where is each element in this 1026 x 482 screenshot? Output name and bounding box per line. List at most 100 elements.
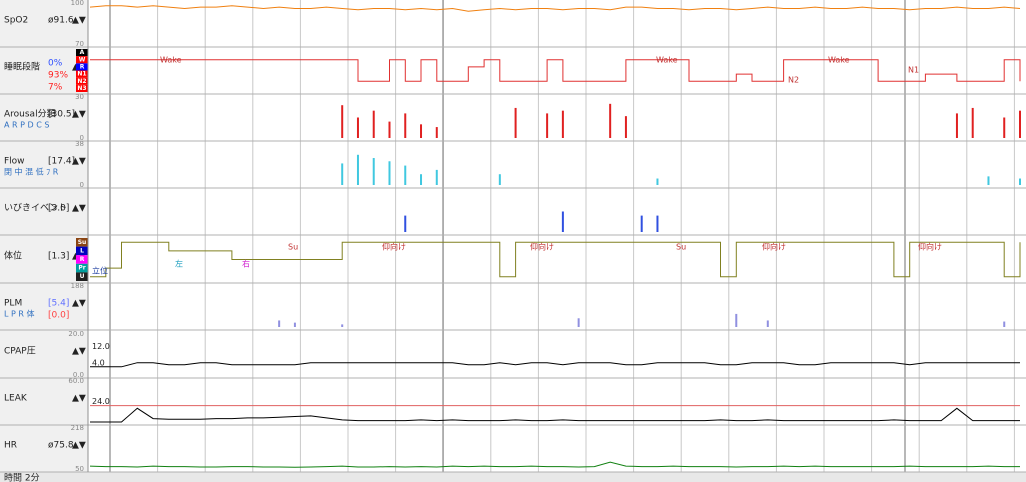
level-box [76,77,88,85]
position-note: Su [288,243,298,252]
trace [89,5,1021,12]
scroll-arrows[interactable]: ▲▼ [72,441,86,451]
level-label: R [80,256,85,263]
scroll-arrows[interactable]: ▲▼ [72,16,86,26]
event-bar [435,127,438,138]
scroll-arrows[interactable]: ▲▼ [72,394,86,404]
event-bar [987,176,990,185]
status-bar [0,472,1026,482]
event-bar [356,154,359,185]
panel-label: Arousal分類 [4,109,56,120]
scroll-arrows[interactable]: ▲▼ [72,157,86,167]
side-panel [0,0,88,482]
stage-percent: 93% [48,71,68,81]
event-bar [293,322,296,327]
event-bar [546,113,549,138]
scroll-arrows[interactable]: ▲▼ [72,110,86,120]
level-box [76,272,88,281]
panel-label: HR [4,441,17,451]
position-note: 右 [242,259,250,269]
level-box [76,238,88,247]
level-label: Pr [78,265,85,272]
event-bar [735,313,738,327]
event-bar [656,215,659,232]
scale-label: 0 [80,181,84,189]
event-bar [971,107,974,138]
panel-value: ø75.8 [48,441,74,451]
annotations: Wake N2 Wake Wake N1 Su 仰向け 仰向け Su 仰向け 仰… [92,56,942,276]
step-trace [90,241,1021,278]
position-note: 立位 [92,266,108,276]
scale-label: 38 [75,140,84,148]
event-bar [498,174,501,185]
event-bar [766,320,769,327]
scale-label: 218 [71,424,84,432]
level-box [76,49,88,57]
panel-value: ø91.6 [48,16,74,26]
time-label: 時間 2分 [4,473,40,482]
event-bar [1003,321,1006,327]
panel-label: いびきイベント [4,203,67,214]
level-label: Su [78,239,87,246]
event-bar [341,324,344,327]
level-box [76,263,88,273]
level-box [76,246,88,256]
event-bar [577,318,580,327]
event-bar [624,116,627,138]
panel-value: [5.4] [48,299,69,309]
trace [90,407,1020,423]
level-label: U [80,273,85,280]
level-label: A [80,49,85,56]
level-box [76,255,88,264]
event-bar [341,105,344,138]
panel-label: LEAK [4,394,28,404]
scale-label: 70 [75,40,84,48]
scale-label: 0 [80,134,84,142]
event-bar [955,113,958,138]
position-note: 仰向け [382,242,406,252]
stage-note: Wake [828,56,850,65]
stage-percent: 0% [48,59,63,69]
event-bar [372,110,375,138]
event-bar [356,117,359,138]
panel-label: PLM [4,299,22,309]
panel-value: [0.0] [48,311,69,321]
event-bar [561,110,564,138]
stage-note: Wake [656,56,678,65]
panel-label: 体位 [4,250,22,262]
event-bar [388,121,391,138]
position-note: 仰向け [530,242,554,252]
panel-value: [3.0] [48,204,69,214]
event-bar [372,158,375,185]
trace [89,461,1020,468]
event-bar [341,163,344,185]
scale-label: 20.0 [68,330,84,338]
stage-note: N1 [908,66,919,75]
position-note: Su [676,243,686,252]
scroll-arrows[interactable]: ▲▼ [72,204,86,214]
level-label: N2 [77,78,86,85]
scroll-arrows[interactable]: ▲▼ [72,347,86,357]
scale-label: 188 [71,282,84,290]
event-bar [404,165,407,185]
level-label: L [80,247,84,254]
stage-note: Wake [160,56,182,65]
event-bar [514,107,517,138]
level-label: N1 [77,71,86,78]
panel-label: SpO2 [4,16,28,26]
panel-value: [1.3] [48,252,69,262]
event-bar [640,215,643,232]
event-bar [278,320,281,327]
event-bar [420,174,423,185]
position-note: 左 [175,259,183,269]
scroll-arrows[interactable]: ▲▼ [72,299,86,309]
step-trace [90,59,1021,82]
scale-label: 0.0 [73,371,84,379]
panel-label: 睡眠段階 [4,61,40,73]
event-bar [404,113,407,138]
trace [90,362,1020,368]
panel-value: [30.5] [48,110,75,120]
position-note: 仰向け [762,242,786,252]
scale-label: 50 [75,465,84,473]
